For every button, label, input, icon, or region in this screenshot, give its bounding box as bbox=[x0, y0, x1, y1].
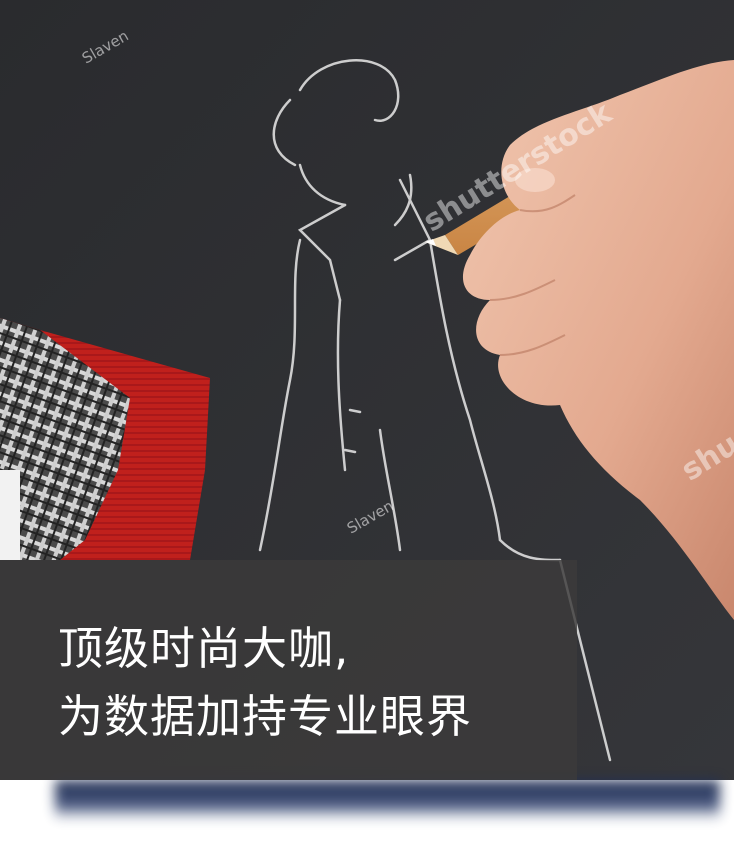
caption-title-line-2: 为数据加持专业眼界 bbox=[58, 690, 473, 743]
fabric-swatches bbox=[0, 318, 210, 560]
fashion-sketch-photo: Slaven Slaven shutterstock shu bbox=[0, 0, 734, 780]
caption-title-line-1: 顶级时尚大咖, bbox=[58, 622, 350, 675]
bottom-shadow bbox=[55, 780, 720, 820]
caption-overlay bbox=[0, 560, 577, 780]
hand bbox=[462, 60, 734, 620]
